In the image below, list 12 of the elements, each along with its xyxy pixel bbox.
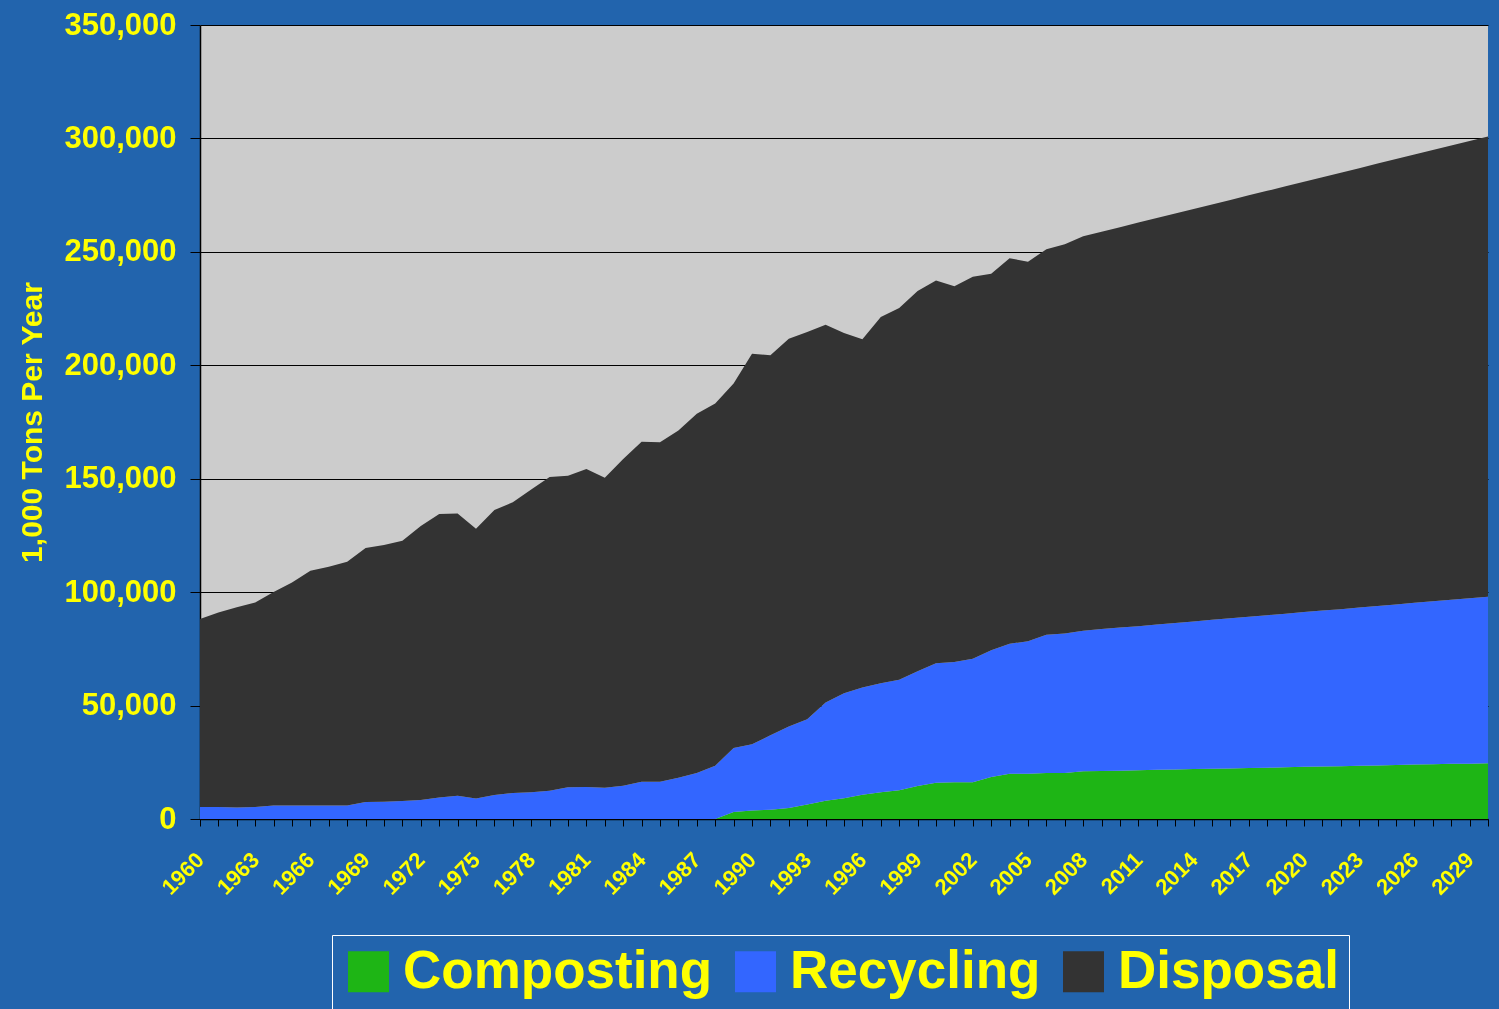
- y-tick-label: 250,000: [64, 233, 177, 269]
- y-axis-title: 1,000 Tons Per Year: [15, 281, 49, 563]
- y-tick-label: 200,000: [64, 346, 177, 382]
- y-tick-label: 0: [159, 800, 177, 836]
- y-tick-label: 100,000: [64, 573, 177, 609]
- legend-label: Composting: [403, 939, 713, 999]
- legend-label: Disposal: [1118, 939, 1339, 999]
- y-tick-label: 350,000: [64, 6, 177, 42]
- y-tick-label: 50,000: [81, 687, 177, 723]
- legend-label: Recycling: [790, 939, 1041, 999]
- y-tick-label: 300,000: [64, 119, 177, 155]
- y-tick-label: 150,000: [64, 460, 177, 496]
